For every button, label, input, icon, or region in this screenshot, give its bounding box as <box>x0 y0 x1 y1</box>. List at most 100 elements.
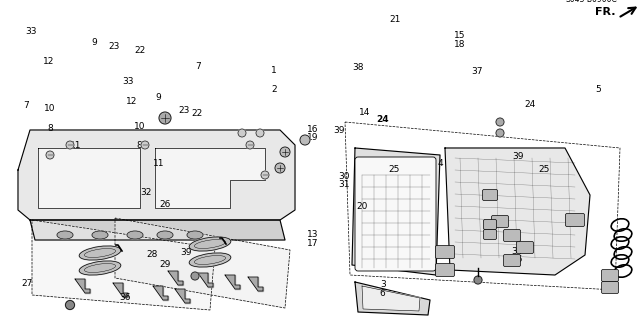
Text: 13: 13 <box>307 230 318 239</box>
Text: 27: 27 <box>21 279 33 288</box>
Text: 14: 14 <box>359 108 371 117</box>
Polygon shape <box>355 282 430 315</box>
Circle shape <box>46 151 54 159</box>
Polygon shape <box>225 275 240 289</box>
Text: 4: 4 <box>438 159 443 168</box>
Text: 5: 5 <box>596 85 601 94</box>
Text: 39: 39 <box>513 152 524 161</box>
Text: 6: 6 <box>380 289 385 298</box>
Text: 20: 20 <box>356 202 367 211</box>
Text: 16: 16 <box>307 125 318 134</box>
Polygon shape <box>198 273 213 287</box>
Text: 1: 1 <box>271 66 276 75</box>
Ellipse shape <box>92 231 108 239</box>
Ellipse shape <box>57 231 73 239</box>
Polygon shape <box>168 271 183 285</box>
Text: 23: 23 <box>108 42 120 51</box>
Polygon shape <box>115 218 290 308</box>
Circle shape <box>275 163 285 173</box>
FancyBboxPatch shape <box>355 157 436 271</box>
Text: 21: 21 <box>390 15 401 24</box>
Text: 9: 9 <box>92 38 97 47</box>
Text: 12: 12 <box>125 97 137 106</box>
Text: 39: 39 <box>180 248 191 256</box>
FancyBboxPatch shape <box>602 281 618 293</box>
Text: 33: 33 <box>122 77 134 86</box>
Circle shape <box>280 147 290 157</box>
Ellipse shape <box>189 237 231 251</box>
Polygon shape <box>30 220 285 240</box>
Polygon shape <box>155 148 265 208</box>
FancyBboxPatch shape <box>435 263 454 277</box>
Polygon shape <box>113 283 128 297</box>
Text: FR.: FR. <box>595 7 616 17</box>
Text: 37: 37 <box>471 67 483 76</box>
Text: 35: 35 <box>511 256 523 264</box>
Text: 3: 3 <box>380 280 385 289</box>
Circle shape <box>246 141 254 149</box>
Circle shape <box>256 129 264 137</box>
Polygon shape <box>445 148 590 275</box>
Circle shape <box>496 118 504 126</box>
FancyBboxPatch shape <box>492 216 509 227</box>
Text: 25: 25 <box>538 165 550 174</box>
FancyBboxPatch shape <box>602 270 618 281</box>
Text: 7: 7 <box>23 101 28 110</box>
Ellipse shape <box>79 261 121 275</box>
Ellipse shape <box>127 231 143 239</box>
FancyBboxPatch shape <box>483 189 497 201</box>
Text: 32: 32 <box>140 188 152 197</box>
Text: 24: 24 <box>524 100 536 109</box>
Text: 22: 22 <box>191 109 203 118</box>
Polygon shape <box>153 286 168 300</box>
Polygon shape <box>352 148 440 275</box>
Circle shape <box>300 135 310 145</box>
FancyBboxPatch shape <box>504 255 520 266</box>
Text: 10: 10 <box>44 104 56 113</box>
Text: 12: 12 <box>43 57 54 66</box>
Circle shape <box>159 112 171 124</box>
Polygon shape <box>32 220 215 310</box>
Text: 30: 30 <box>339 172 350 181</box>
Polygon shape <box>175 289 190 303</box>
Polygon shape <box>248 277 263 291</box>
Ellipse shape <box>157 231 173 239</box>
FancyBboxPatch shape <box>483 229 497 240</box>
Text: 19: 19 <box>307 133 318 142</box>
Text: 23: 23 <box>179 106 190 115</box>
Ellipse shape <box>189 253 231 267</box>
Text: 22: 22 <box>134 46 145 55</box>
Text: 15: 15 <box>454 31 465 40</box>
Ellipse shape <box>187 231 203 239</box>
FancyBboxPatch shape <box>435 246 454 258</box>
Text: 31: 31 <box>339 180 350 189</box>
Text: 17: 17 <box>307 239 318 248</box>
Text: 18: 18 <box>454 40 465 48</box>
Text: 26: 26 <box>159 200 171 209</box>
Text: 24: 24 <box>376 115 389 124</box>
Polygon shape <box>18 130 295 220</box>
Text: 2: 2 <box>271 85 276 94</box>
Polygon shape <box>362 286 420 311</box>
Text: 11: 11 <box>153 159 164 168</box>
Circle shape <box>474 276 482 284</box>
FancyBboxPatch shape <box>483 219 497 229</box>
Text: 7: 7 <box>196 63 201 71</box>
Text: 39: 39 <box>333 126 345 135</box>
Circle shape <box>238 129 246 137</box>
Circle shape <box>191 272 199 280</box>
Circle shape <box>66 141 74 149</box>
Circle shape <box>261 171 269 179</box>
Circle shape <box>496 129 504 137</box>
Text: 36: 36 <box>119 293 131 302</box>
FancyBboxPatch shape <box>504 229 520 241</box>
Text: 38: 38 <box>353 63 364 72</box>
Text: 11: 11 <box>70 141 81 150</box>
Text: 9: 9 <box>156 93 161 102</box>
Polygon shape <box>38 148 140 208</box>
Text: 10: 10 <box>134 122 145 130</box>
Text: 34: 34 <box>511 247 523 256</box>
Text: S043-B0900C: S043-B0900C <box>565 0 617 4</box>
Circle shape <box>141 141 149 149</box>
FancyBboxPatch shape <box>566 213 584 226</box>
